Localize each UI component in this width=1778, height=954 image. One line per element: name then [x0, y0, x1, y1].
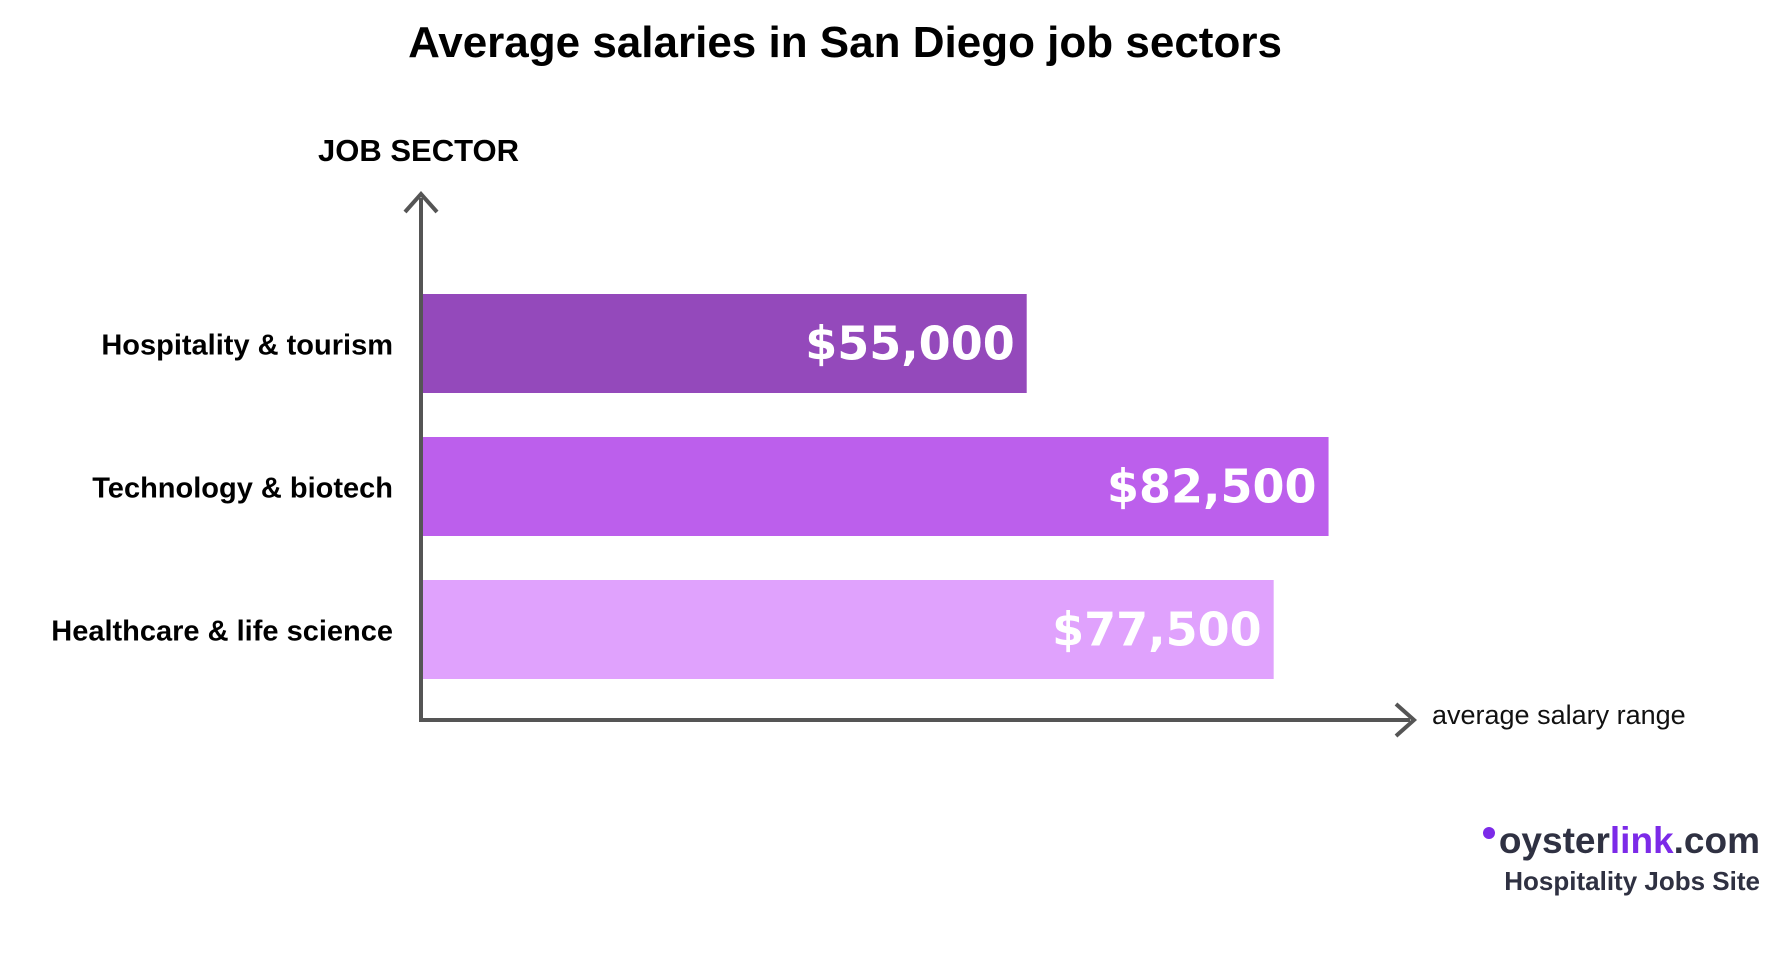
- x-axis-arrowhead: [1394, 702, 1418, 738]
- category-label-0: Hospitality & tourism: [101, 330, 393, 362]
- y-axis-arrowhead: [403, 190, 439, 214]
- category-label-2: Healthcare & life science: [51, 616, 393, 648]
- oysterlink-logo[interactable]: oyster link .com Hospitality Jobs Site: [1482, 820, 1760, 897]
- category-label-1: Technology & biotech: [92, 473, 393, 505]
- bar-value-label-2: $77,500: [1052, 603, 1262, 657]
- labels-layer: $55,000 Hospitality & tourism $82,500 Techn…: [51, 317, 1316, 657]
- axes-layer: [403, 190, 1418, 738]
- bars-layer: [423, 294, 1329, 679]
- logo-wordmark: oyster link .com: [1482, 820, 1760, 862]
- bar-1: [423, 437, 1329, 536]
- bar-2: [423, 580, 1274, 679]
- y-axis-label: JOB SECTOR: [318, 133, 519, 168]
- logo-accent: link: [1609, 820, 1674, 861]
- logo-prefix: oyster: [1498, 820, 1610, 861]
- bar-value-label-0: $55,000: [805, 317, 1015, 371]
- x-axis-label: average salary range: [1432, 700, 1686, 730]
- logo-suffix: .com: [1673, 820, 1760, 861]
- bar-value-label-1: $82,500: [1107, 460, 1317, 514]
- logo-tagline: Hospitality Jobs Site: [1504, 866, 1760, 896]
- logo-dot-icon: [1482, 827, 1495, 839]
- chart-title: Average salaries in San Diego job sector…: [408, 18, 1282, 67]
- bar-0: [423, 294, 1027, 393]
